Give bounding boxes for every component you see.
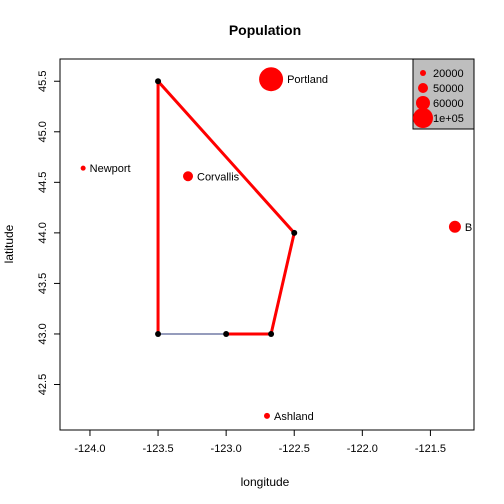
- legend-marker: [413, 108, 433, 128]
- city-label: Newport: [90, 163, 131, 175]
- vertex-point: [155, 78, 162, 85]
- y-tick-label: 45.0: [37, 121, 49, 142]
- x-tick-label: -121.5: [415, 443, 446, 455]
- city-points: Portland Newport Corvallis B Ashland: [80, 67, 472, 423]
- city-bubble: [80, 165, 86, 171]
- chart-title: Population: [229, 22, 301, 38]
- y-tick-label: 43.0: [37, 323, 49, 344]
- city-label: Ashland: [274, 411, 314, 423]
- legend-marker: [416, 96, 430, 110]
- y-tick-label: 43.5: [37, 273, 49, 294]
- route-lines: [155, 78, 298, 337]
- y-axis: 42.5 43.0 43.5 44.0 44.5 45.0 45.5: [37, 71, 60, 395]
- vertex-point: [268, 330, 275, 337]
- city-bubble: [448, 220, 461, 233]
- plot-frame: [59, 58, 475, 431]
- y-tick-label: 45.5: [37, 71, 49, 92]
- vertex-point: [291, 229, 298, 236]
- x-axis-label: longitude: [241, 475, 290, 489]
- city-label: B: [465, 222, 472, 234]
- x-tick-label: -122.0: [347, 443, 378, 455]
- legend-label: 50000: [433, 83, 464, 95]
- legend-marker: [418, 83, 428, 93]
- y-tick-label: 42.5: [37, 374, 49, 395]
- red-route-line: [156, 79, 296, 336]
- x-tick-label: -123.5: [142, 443, 173, 455]
- legend-label: 1e+05: [433, 113, 464, 125]
- legend-marker: [420, 70, 426, 76]
- y-tick-label: 44.5: [37, 172, 49, 193]
- x-tick-label: -122.5: [279, 443, 310, 455]
- city-bubble: [259, 67, 284, 92]
- x-axis: -124.0 -123.5 -123.0 -122.5 -122.0 -121.5: [74, 430, 446, 455]
- y-tick-label: 44.0: [37, 222, 49, 243]
- legend-label: 20000: [433, 68, 464, 80]
- city-bubble: [183, 171, 194, 182]
- city-bubble: [264, 412, 270, 419]
- legend: 20000 50000 60000 1e+05: [412, 58, 475, 130]
- x-tick-label: -123.0: [211, 443, 242, 455]
- city-label: Portland: [287, 74, 328, 86]
- legend-label: 60000: [433, 98, 464, 110]
- vertex-point: [155, 330, 162, 337]
- city-label: Corvallis: [197, 171, 240, 183]
- x-tick-label: -124.0: [74, 443, 105, 455]
- y-axis-label: latitude: [2, 224, 16, 263]
- vertex-point: [223, 330, 230, 337]
